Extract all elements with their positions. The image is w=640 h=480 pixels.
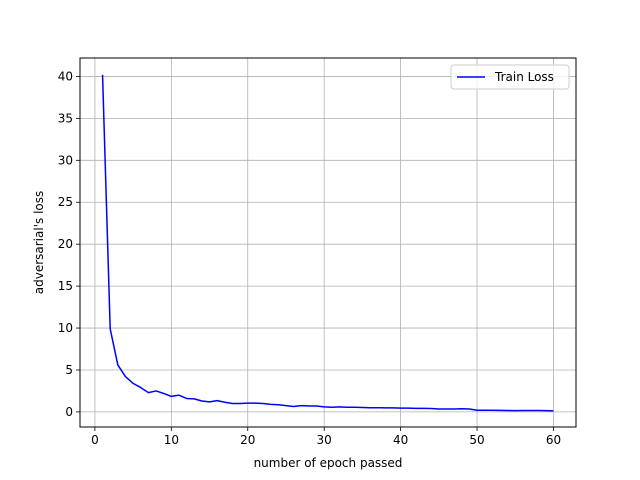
y-tick-label: 20 [58,237,73,251]
y-tick-label: 35 [58,111,73,125]
plot-frame [79,57,577,428]
y-tick-label: 0 [65,405,73,419]
y-tick-label: 10 [58,321,73,335]
y-tick-label: 40 [58,69,73,83]
x-tick-label: 0 [91,433,99,447]
grid [80,58,576,427]
legend-box [450,64,570,90]
x-tick-label: 10 [164,433,179,447]
x-tick-label: 50 [469,433,484,447]
y-tick-label: 25 [58,195,73,209]
series-layer [101,74,554,412]
x-tick-label: 40 [393,433,408,447]
x-axis-label: number of epoch passed [254,456,403,470]
y-axis-label: adversarial's loss [32,191,46,295]
legend-label: Train Loss [494,70,554,84]
y-tick-label: 5 [65,363,73,377]
x-tick-label: 20 [240,433,255,447]
x-tick-label: 60 [546,433,561,447]
y-tick-label: 30 [58,153,73,167]
series-line-train-loss [101,74,554,412]
y-tick-label: 15 [58,279,73,293]
x-tick-label: 30 [317,433,332,447]
legend: Train Loss [450,64,570,90]
axis-ticks: 0 10 20 30 40 50 60 0 5 10 15 20 25 30 35 40 [58,69,561,447]
